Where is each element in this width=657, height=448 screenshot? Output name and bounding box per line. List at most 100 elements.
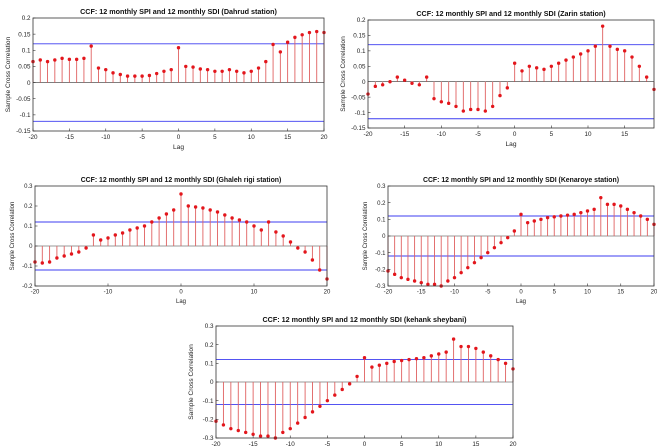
stem-marker (424, 75, 429, 79)
stem-marker (266, 220, 271, 224)
stem-marker (235, 69, 239, 73)
stem-marker (201, 206, 205, 210)
stem-marker (532, 219, 536, 223)
stem-marker (355, 374, 359, 379)
stem-marker (446, 279, 450, 283)
stem-marker (303, 415, 307, 420)
stem-marker (503, 361, 508, 366)
stem-marker (632, 210, 636, 215)
stem-marker (559, 214, 563, 218)
x-tick-label: 5 (550, 131, 554, 138)
x-axis-label: Lag (516, 299, 526, 305)
x-tick-label: -5 (325, 441, 331, 448)
stem-marker (164, 212, 169, 216)
stem-marker (266, 434, 270, 438)
stem-marker (399, 275, 403, 280)
stem-marker (527, 64, 532, 68)
stem-marker (388, 80, 392, 84)
stem-marker (82, 56, 86, 61)
stem-marker (454, 104, 458, 109)
stem-marker (215, 210, 220, 214)
stem-marker (600, 24, 605, 28)
stem-marker (128, 228, 132, 232)
stem-marker (223, 213, 227, 217)
stem-marker (395, 75, 400, 79)
stem-marker (236, 428, 240, 433)
stem-marker (446, 101, 451, 106)
stem-marker (179, 192, 183, 196)
stem-marker (571, 55, 576, 59)
y-tick-label: -0.15 (351, 125, 366, 132)
stem-marker (150, 220, 154, 224)
y-tick-label: 0 (362, 79, 366, 86)
stem-marker (525, 220, 530, 225)
stem-marker (506, 235, 510, 240)
stem-marker (69, 252, 74, 256)
stem-marker (300, 33, 304, 37)
ccf-panel-4: CCF: 12 monthly SPI and 12 monthly SDI (… (363, 177, 657, 305)
x-tick-label: 20 (651, 290, 657, 296)
stem-marker (38, 58, 42, 62)
stem-marker (615, 47, 620, 52)
ccf-panel-5: CCF: 12 monthly SPI and 12 monthly SDI (… (188, 315, 517, 448)
stem-marker (437, 352, 441, 356)
y-tick-label: -0.1 (203, 398, 214, 405)
stem-marker (505, 86, 510, 90)
y-tick-label: 0.3 (377, 184, 386, 190)
stem-marker (318, 268, 322, 272)
x-tick-label: 10 (584, 131, 592, 138)
stem-marker (486, 250, 490, 255)
stem-marker (169, 67, 173, 72)
stem-marker (599, 195, 603, 200)
stem-marker (285, 40, 290, 44)
stem-marker (221, 423, 226, 427)
stem-marker (249, 69, 253, 73)
stem-marker (578, 52, 583, 56)
y-tick-label: 0.1 (205, 361, 214, 368)
x-tick-label: 0 (179, 290, 183, 296)
stem-marker (498, 93, 502, 98)
y-tick-label: -0.2 (203, 417, 214, 424)
ccf-panel-2: CCF: 12 monthly SPI and 12 monthly SDI (… (340, 9, 656, 148)
y-axis-label: Sample Cross Correlation (10, 202, 16, 271)
stem-marker (186, 204, 190, 208)
stem-marker (414, 356, 419, 361)
x-tick-label: 10 (251, 290, 258, 296)
stem-marker (198, 67, 203, 71)
x-tick-label: -20 (211, 441, 221, 448)
stem-marker (412, 279, 417, 283)
stem-marker (62, 254, 66, 258)
stem-marker (40, 261, 44, 265)
stem-marker (220, 69, 224, 73)
x-tick-label: 10 (248, 134, 256, 141)
stem-marker (461, 109, 466, 113)
stem-marker (534, 66, 539, 70)
x-tick-label: -10 (104, 290, 113, 296)
stem-marker (644, 75, 649, 79)
stem-marker (605, 202, 610, 207)
stem-marker (512, 61, 517, 65)
stem-marker (481, 350, 485, 354)
x-tick-label: -5 (139, 134, 145, 141)
y-tick-label: 0.1 (24, 224, 33, 230)
stem-marker (251, 432, 255, 436)
stem-marker (402, 78, 407, 82)
stem-marker (512, 229, 517, 233)
stem-marker (118, 72, 123, 77)
y-tick-label: 0.15 (18, 31, 31, 38)
stem-marker (483, 109, 488, 113)
stem-marker (585, 209, 590, 213)
stem-marker (193, 205, 198, 209)
stem-marker (135, 226, 139, 230)
stem-marker (106, 236, 110, 240)
x-tick-label: 10 (435, 441, 443, 448)
stem-marker (466, 344, 471, 349)
stem-marker (370, 365, 374, 369)
stem-marker (392, 272, 397, 277)
x-tick-label: -15 (249, 441, 259, 448)
stem-marker (184, 64, 188, 69)
stem-marker (549, 64, 554, 68)
stem-marker (466, 265, 470, 270)
stem-marker (439, 100, 444, 104)
stem-marker (385, 361, 389, 366)
